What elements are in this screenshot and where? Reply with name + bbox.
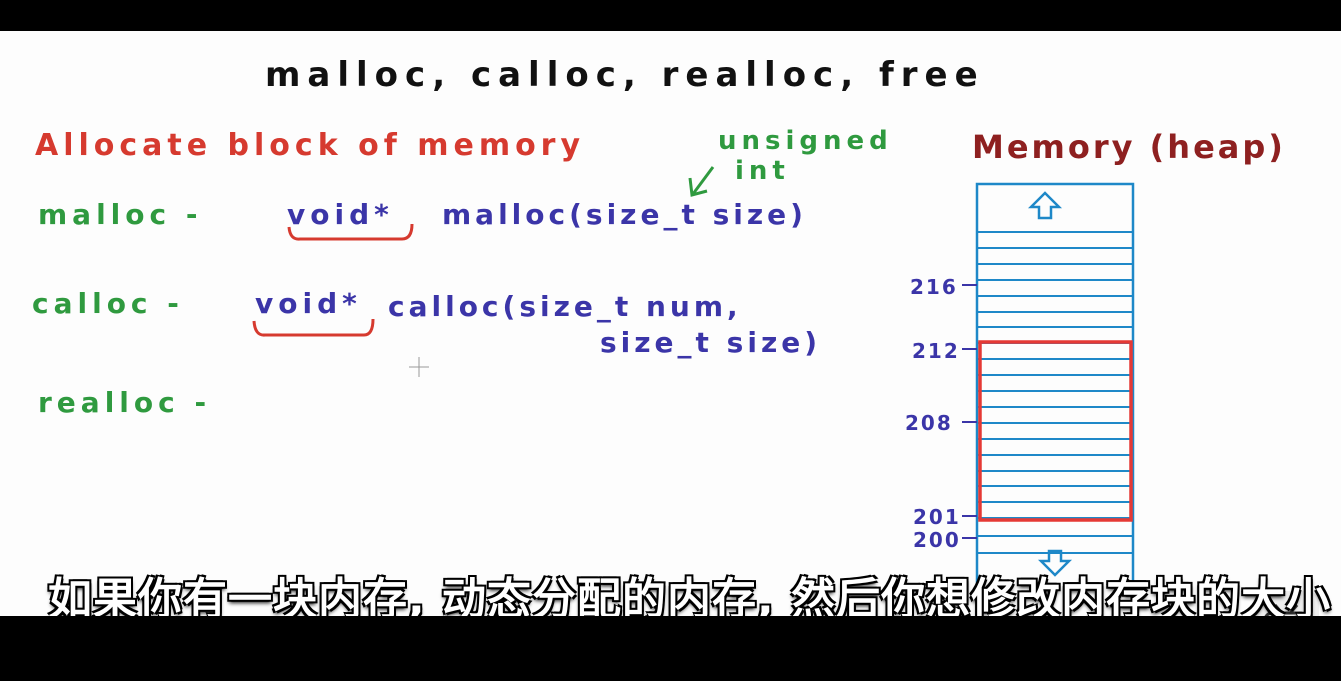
video-subtitle: 如果你有一块内存, 动态分配的内存, 然后你想修改内存块的大小 <box>48 574 1332 616</box>
letterbox-bottom <box>0 616 1341 681</box>
up-arrow-icon <box>1027 191 1063 220</box>
drawing-layer <box>252 166 1135 616</box>
malloc-label: malloc - <box>38 198 203 231</box>
lesson-title: malloc, calloc, realloc, free <box>265 55 985 95</box>
calloc-return-type: void* <box>255 287 362 320</box>
bilibili-logo-icon <box>1253 591 1319 616</box>
allocated-block-highlight <box>978 340 1133 522</box>
calloc-label: calloc - <box>32 287 184 320</box>
address-label-200: 200 <box>913 528 961 552</box>
address-label-208: 208 <box>905 411 953 435</box>
address-label-216: 216 <box>910 275 958 299</box>
malloc-return-type: void* <box>287 198 394 231</box>
malloc-return-underline <box>287 223 414 241</box>
annotation-arrow <box>688 166 715 197</box>
down-arrow-icon <box>1037 549 1073 577</box>
realloc-label: realloc - <box>38 386 212 419</box>
cursor-icon <box>409 357 429 377</box>
annotation-unsigned: unsigned <box>718 126 893 156</box>
whiteboard: malloc, calloc, realloc, free Allocate b… <box>0 31 1341 616</box>
letterbox-top <box>0 0 1341 31</box>
memory-column <box>962 182 1135 616</box>
calloc-signature-line1: calloc(size_t num, <box>388 290 742 323</box>
calloc-return-underline <box>252 318 375 337</box>
section-heading: Allocate block of memory <box>35 128 586 163</box>
address-label-212: 212 <box>912 339 960 363</box>
malloc-signature: malloc(size_t size) <box>442 198 807 231</box>
address-label-201: 201 <box>913 505 961 529</box>
calloc-signature-line2: size_t size) <box>600 326 822 359</box>
memory-heap-label: Memory (heap) <box>972 128 1286 166</box>
annotation-int: int <box>735 156 790 186</box>
